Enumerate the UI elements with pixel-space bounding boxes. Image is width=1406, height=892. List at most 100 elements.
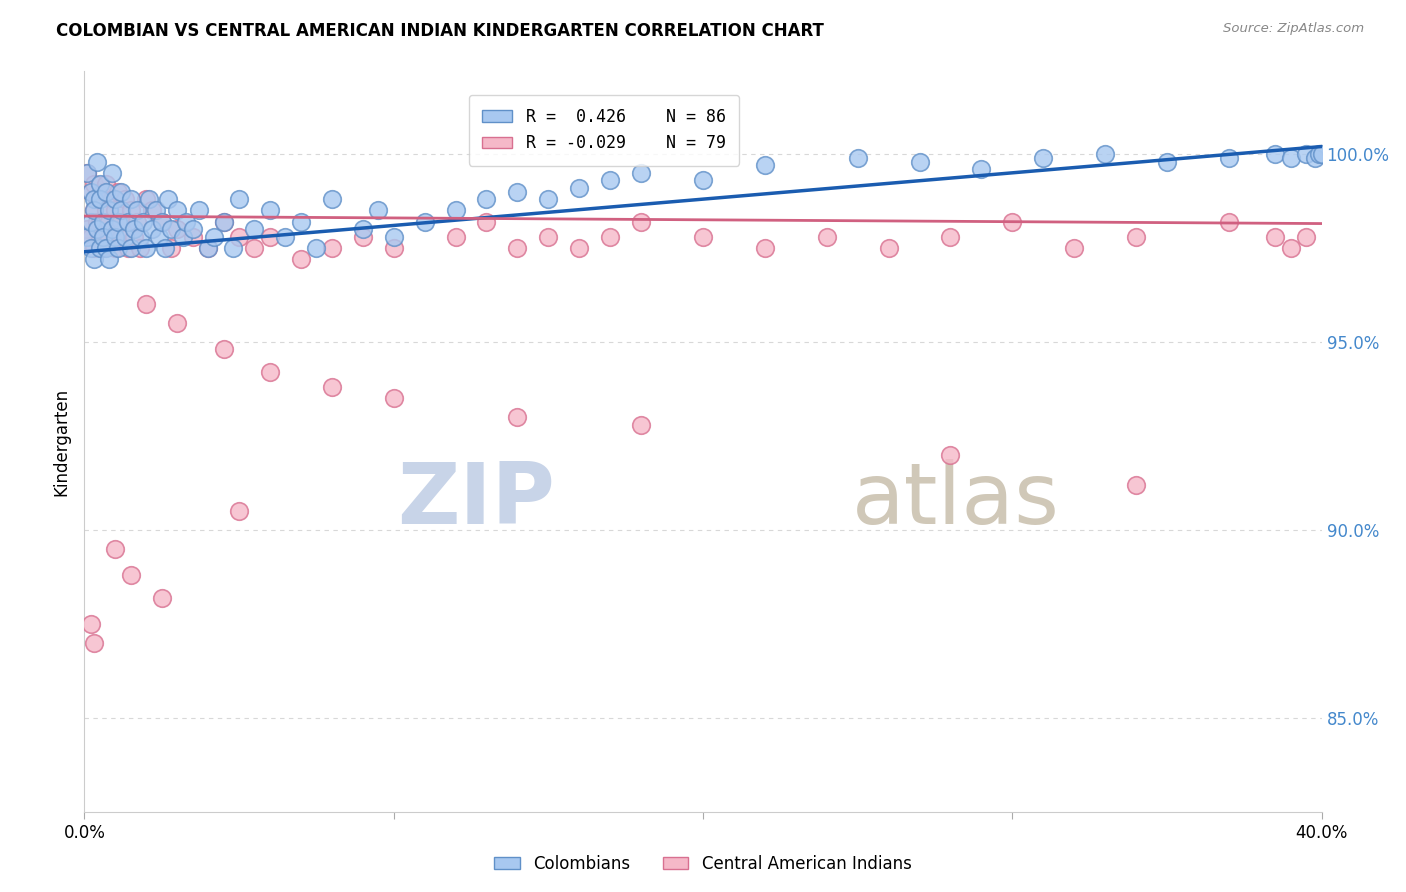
Point (444, 203, 467, 218)
Point (352, 229, 374, 244)
Point (104, 203, 127, 218)
Point (104, 229, 127, 244)
Point (228, 504, 250, 518)
Point (98, 203, 121, 218)
Point (815, 229, 838, 244)
Point (506, 185, 529, 199)
Point (83, 241, 105, 255)
Point (114, 229, 136, 244)
Point (110, 215, 132, 229)
Point (117, 241, 139, 255)
Point (475, 215, 498, 229)
Point (274, 229, 297, 244)
Point (172, 229, 194, 244)
Point (692, 229, 714, 244)
Y-axis label: Kindergarten: Kindergarten (52, 387, 70, 496)
Point (138, 192, 160, 206)
Point (1308, 147, 1330, 161)
Point (104, 241, 127, 255)
Point (145, 203, 167, 218)
Point (129, 229, 152, 244)
Point (1279, 151, 1302, 165)
Point (83, 203, 105, 218)
Point (187, 203, 209, 218)
Point (83, 252, 105, 267)
Point (367, 203, 389, 218)
Point (91, 185, 114, 199)
Point (259, 365, 281, 379)
Point (212, 215, 235, 229)
Point (110, 229, 132, 244)
Point (101, 166, 124, 180)
Point (125, 215, 148, 229)
Point (181, 222, 204, 236)
Point (160, 222, 183, 236)
Text: atlas: atlas (852, 459, 1060, 542)
Point (939, 229, 962, 244)
Point (877, 241, 900, 255)
Point (382, 392, 405, 406)
Point (94, 203, 117, 218)
Point (692, 173, 714, 187)
Point (321, 241, 343, 255)
Point (1063, 241, 1085, 255)
Point (79, 215, 101, 229)
Point (1218, 151, 1240, 165)
Point (98, 215, 121, 229)
Point (352, 222, 374, 236)
Legend: R =  0.426    N = 86, R = -0.029    N = 79: R = 0.426 N = 86, R = -0.029 N = 79 (470, 95, 740, 166)
Point (83, 177, 105, 191)
Point (630, 215, 652, 229)
Point (98, 229, 121, 244)
Point (243, 222, 266, 236)
Point (89, 215, 111, 229)
Point (110, 185, 132, 199)
Point (413, 215, 436, 229)
Text: Source: ZipAtlas.com: Source: ZipAtlas.com (1223, 22, 1364, 36)
Point (98, 252, 121, 267)
Point (212, 343, 235, 357)
Point (1094, 147, 1116, 161)
Point (1279, 241, 1302, 255)
Point (212, 215, 235, 229)
Text: ZIP: ZIP (396, 459, 554, 542)
Point (79, 185, 101, 199)
Point (141, 203, 163, 218)
Point (150, 215, 173, 229)
Point (83, 635, 105, 649)
Point (89, 192, 111, 206)
Point (321, 192, 343, 206)
Point (197, 241, 219, 255)
Point (122, 222, 145, 236)
Point (166, 316, 188, 330)
Point (91, 241, 114, 255)
Point (599, 229, 621, 244)
Point (91, 229, 114, 244)
Point (1032, 151, 1054, 165)
Point (76, 166, 98, 180)
Point (176, 215, 198, 229)
Point (222, 241, 245, 255)
Point (228, 229, 250, 244)
Point (89, 177, 111, 191)
Point (846, 151, 869, 165)
Point (76, 166, 98, 180)
Point (1001, 215, 1024, 229)
Point (83, 203, 105, 218)
Point (86, 222, 108, 236)
Point (908, 154, 931, 169)
Point (120, 192, 142, 206)
Point (166, 203, 188, 218)
Point (630, 417, 652, 432)
Point (1156, 154, 1178, 169)
Point (76, 222, 98, 236)
Point (79, 185, 101, 199)
Point (506, 241, 529, 255)
Point (630, 166, 652, 180)
Point (101, 222, 124, 236)
Point (1264, 229, 1286, 244)
Point (132, 215, 155, 229)
Point (754, 158, 776, 172)
Point (122, 229, 145, 244)
Point (197, 241, 219, 255)
